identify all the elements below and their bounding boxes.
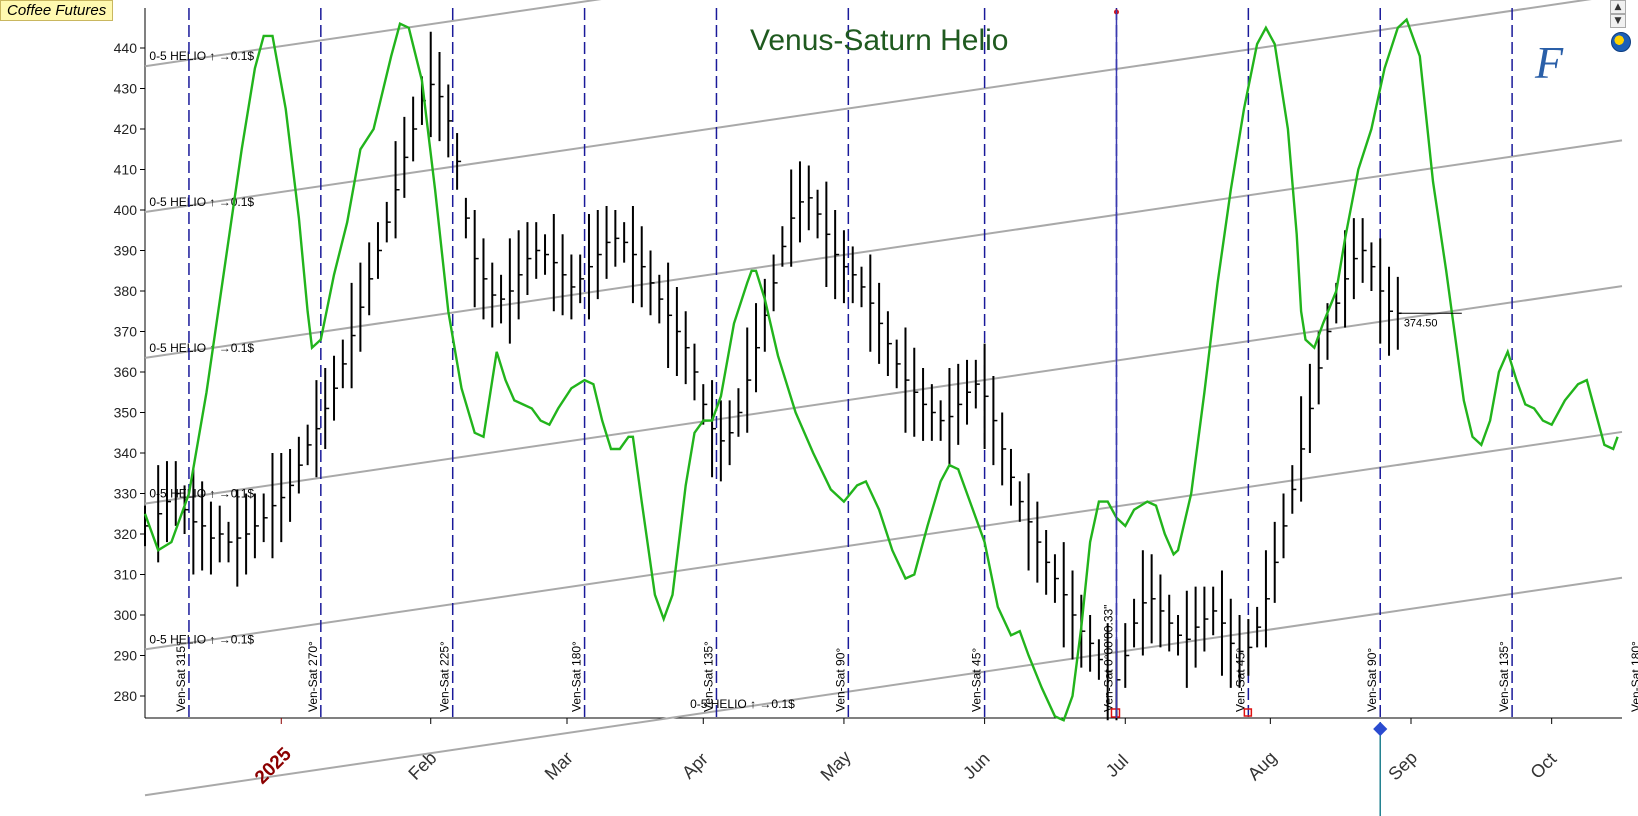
- helio-line-label: 0-5 HELIO ↑ →0.1$: [149, 632, 254, 646]
- oscillator-line: [143, 17, 1619, 722]
- x-tick-label: Sep: [1384, 747, 1421, 784]
- y-tick-label: 370: [114, 324, 138, 340]
- y-tick-label: 400: [114, 202, 138, 218]
- x-tick-label: Jul: [1102, 751, 1132, 781]
- y-tick-label: 310: [114, 567, 138, 583]
- aspect-label: Ven-Sat 225°: [438, 641, 452, 712]
- aspect-label: Ven-Sat 90°: [1365, 648, 1379, 712]
- x-tick-label: May: [817, 747, 855, 785]
- aspect-label: Ven-Sat 270°: [306, 641, 320, 712]
- x-tick-label: 2025: [251, 743, 296, 788]
- y-tick-label: 280: [114, 688, 138, 704]
- y-tick-label: 420: [114, 121, 138, 137]
- cursor-marker: [1373, 721, 1388, 737]
- helio-grid-line: [144, 139, 1623, 359]
- y-tick-label: 340: [114, 445, 138, 461]
- y-tick-label: 350: [114, 405, 138, 421]
- aspect-marker: [1243, 708, 1253, 717]
- y-tick-label: 410: [114, 162, 138, 178]
- y-tick-label: 330: [114, 486, 138, 502]
- last-price-label: 374.50: [1404, 317, 1438, 329]
- aspect-label: Ven-Sat 180°: [570, 641, 584, 712]
- scroll-up-button[interactable]: ▲: [1610, 0, 1626, 14]
- chart-title: Venus-Saturn Helio: [750, 24, 1009, 57]
- globe-icon[interactable]: [1611, 32, 1631, 52]
- helio-grid-line: [144, 576, 1623, 797]
- helio-grid-line: [144, 0, 602, 68]
- aspect-label: Ven-Sat 180°: [1629, 641, 1638, 712]
- instrument-badge: Coffee Futures: [0, 0, 114, 21]
- brand-logo: F: [1535, 37, 1564, 88]
- x-tick-label: Aug: [1244, 747, 1281, 784]
- helio-grid-line: [144, 285, 1623, 505]
- y-tick-label: 430: [114, 81, 138, 97]
- aspect-label: Ven-Sat 45°: [970, 648, 984, 712]
- helio-line-label: 0-5 HELIO ↑ →0.1$: [149, 341, 254, 355]
- aspect-label: Ven-Sat 135°: [1497, 641, 1511, 712]
- helio-grid-line: [144, 430, 1623, 651]
- scroll-down-button[interactable]: ▼: [1610, 14, 1626, 28]
- aspect-label: Ven-Sat 90°: [833, 648, 847, 712]
- aspect-label: Ven-Sat 135°: [701, 641, 715, 712]
- y-tick-label: 320: [114, 526, 138, 542]
- y-tick-label: 290: [114, 648, 138, 664]
- aspect-label: Ven-Sat 315°: [174, 641, 188, 712]
- conjunction-marker: [1110, 708, 1121, 718]
- x-tick-label: Mar: [541, 748, 577, 784]
- x-tick-label: Oct: [1526, 749, 1560, 783]
- y-tick-label: 390: [114, 243, 138, 259]
- y-tick-label: 300: [114, 607, 138, 623]
- y-tick-label: 380: [114, 283, 138, 299]
- y-tick-label: 440: [114, 40, 138, 56]
- helio-line-label: 0-5 HELIO ↑ →0.1$: [149, 195, 254, 209]
- helio-line-label: 0-5 HELIO ↑ →0.1$: [149, 49, 254, 63]
- y-tick-label: 360: [114, 364, 138, 380]
- helio-grid-line: [144, 0, 1592, 214]
- x-tick-label: Jun: [959, 748, 994, 783]
- x-tick-label: Apr: [678, 749, 712, 783]
